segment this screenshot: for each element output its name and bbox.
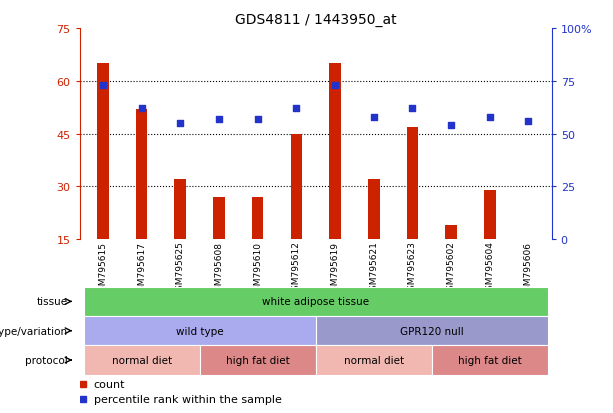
Text: wild type: wild type [176, 326, 224, 336]
Point [137, 106, 147, 112]
Text: normal diet: normal diet [112, 355, 172, 365]
Point [369, 114, 379, 121]
Point [98, 83, 108, 89]
Bar [252, 197, 264, 292]
Point [330, 83, 340, 89]
Bar [291, 134, 302, 292]
Bar [368, 180, 379, 292]
Bar [523, 250, 535, 292]
Point [214, 116, 224, 123]
Bar [329, 64, 341, 292]
Bar [97, 64, 109, 292]
Point [253, 116, 262, 123]
Text: white adipose tissue: white adipose tissue [262, 297, 369, 306]
Text: high fat diet: high fat diet [226, 355, 289, 365]
Point [446, 123, 456, 129]
Text: protocol: protocol [25, 355, 67, 365]
Text: high fat diet: high fat diet [458, 355, 522, 365]
Text: tissue: tissue [36, 297, 67, 306]
Point [524, 118, 533, 125]
Text: genotype/variation: genotype/variation [0, 326, 67, 336]
Point [291, 106, 301, 112]
Bar [484, 190, 495, 292]
Bar [136, 109, 147, 292]
Bar [213, 197, 225, 292]
Text: percentile rank within the sample: percentile rank within the sample [94, 394, 282, 404]
Point [175, 121, 185, 127]
Text: normal diet: normal diet [344, 355, 404, 365]
Bar [175, 180, 186, 292]
Point [408, 106, 417, 112]
Bar [406, 127, 418, 292]
Point [485, 114, 495, 121]
Text: count: count [94, 379, 125, 389]
Text: GPR120 null: GPR120 null [400, 326, 463, 336]
Title: GDS4811 / 1443950_at: GDS4811 / 1443950_at [235, 12, 397, 26]
Bar [445, 225, 457, 292]
